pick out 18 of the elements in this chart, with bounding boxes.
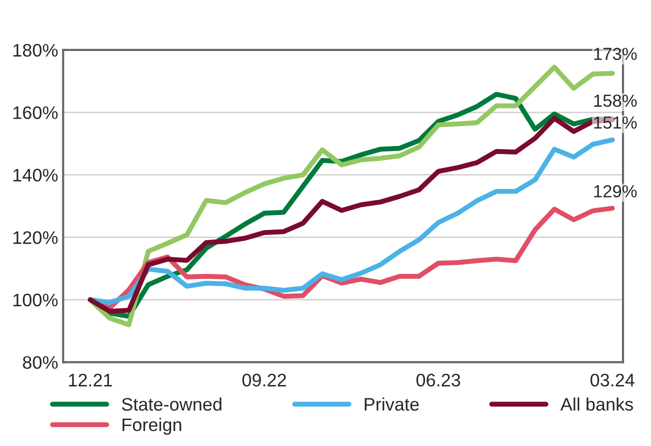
y-tick-label: 140%: [13, 168, 58, 182]
y-tick-label: 80%: [22, 356, 58, 369]
legend-label: Foreign: [122, 418, 182, 435]
annotation: 129%: [594, 185, 637, 198]
legend-label: Private: [364, 397, 419, 411]
x-tick-label: 09.22: [242, 374, 286, 387]
annotation: 173%: [594, 48, 637, 60]
x-tick-label: 06.23: [416, 374, 460, 387]
annotation: 151%: [594, 116, 637, 129]
y-tick-label: 160%: [13, 106, 58, 120]
y-tick-label: 100%: [13, 294, 58, 306]
y-tick-label: 180%: [13, 44, 58, 57]
x-tick-label: 03.24: [590, 374, 634, 387]
legend-label: All banks: [560, 397, 633, 411]
x-tick-label: 12.21: [69, 374, 112, 386]
annotation: 158%: [594, 94, 637, 107]
legend-label: State-owned: [122, 397, 222, 411]
y-tick-label: 120%: [13, 231, 58, 244]
